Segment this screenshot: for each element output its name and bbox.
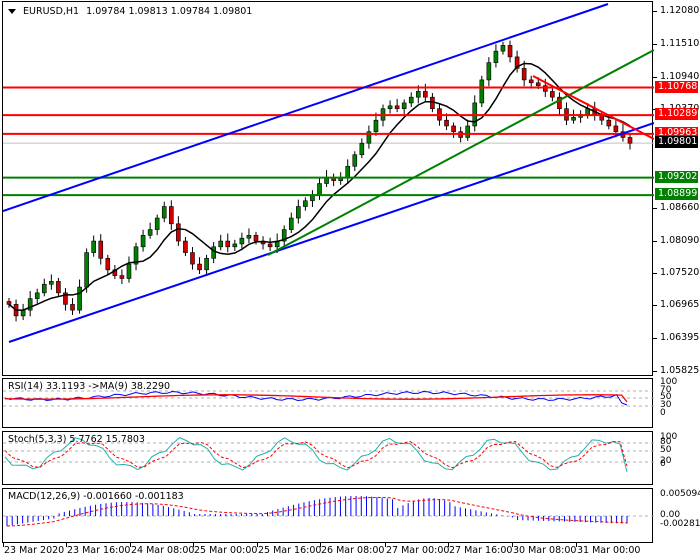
time-axis-label: 26 Mar 08:00 [321,545,385,556]
time-tick [193,543,194,547]
axis-label: -0.002813 [660,519,700,529]
price-tag: 1.09801 [655,136,698,149]
price-tag: 1.09963 [655,126,698,139]
time-axis-label: 25 Mar 00:00 [194,545,258,556]
time-axis-label: 24 Mar 08:00 [131,545,195,556]
time-axis-label: 23 Mar 2020 [4,545,65,556]
axis-label: 0 [660,459,666,469]
time-tick [448,543,449,547]
time-axis-label: 27 Mar 00:00 [386,545,450,556]
price-tick [653,11,657,12]
time-tick [66,543,67,547]
price-axis-label: 1.06395 [660,332,700,344]
price-tag: 1.10289 [655,108,698,121]
price-tag: 1.10768 [655,80,698,93]
price-tick [653,240,657,242]
price-chart-canvas [3,3,654,343]
time-tick [576,543,577,547]
rsi-canvas [3,390,654,407]
time-tick [130,543,131,547]
chart-header: EURUSD,H1 1.09784 1.09813 1.09784 1.0980… [8,6,252,17]
rsi-title: RSI(14) 33.1193 ->MA(9) 38.2290 [8,381,171,392]
ohlc-values: 1.09784 1.09813 1.09784 1.09801 [86,6,253,17]
time-axis-label: 31 Mar 00:00 [577,545,641,556]
price-tick [653,371,657,372]
time-axis-label: 30 Mar 08:00 [513,545,577,556]
price-axis-label: 1.10940 [660,70,700,82]
time-tick [320,543,321,547]
price-axis-label: 1.08660 [660,201,700,213]
time-axis-label: 27 Mar 16:00 [449,545,513,556]
symbol-label: EURUSD,H1 [23,6,80,17]
price-axis-label: 1.12080 [660,5,700,16]
axis-label: 50 [660,445,672,455]
price-tag: 1.08899 [655,188,698,201]
rsi-pane[interactable]: RSI(14) 33.1193 ->MA(9) 38.2290 [2,378,654,428]
triangle-down-icon[interactable] [8,9,16,14]
time-axis-label: 23 Mar 16:00 [67,545,131,556]
price-tag: 1.09202 [655,170,698,183]
price-axis-label: 1.07520 [660,267,700,279]
price-axis-label: 1.05825 [660,365,700,376]
axis-label: 100 [660,377,678,387]
price-chart-pane[interactable]: EURUSD,H1 1.09784 1.09813 1.09784 1.0980… [2,1,654,376]
axis-label: 30 [660,400,672,410]
price-axis-label: 1.08090 [660,234,700,246]
price-tick [653,338,657,340]
macd-title: MACD(12,26,9) -0.001660 -0.001183 [8,491,184,502]
price-tick [653,273,657,275]
axis-label: 100 [660,432,678,442]
axis-label: 50 [660,392,672,402]
price-axis-label: 1.11510 [660,37,700,49]
axis-label: 80 [660,437,672,447]
axis-label: 70 [660,385,672,395]
time-tick [512,543,513,547]
macd-canvas [3,496,654,527]
price-axis-label: 1.06965 [660,299,700,311]
axis-label: 20 [660,456,672,466]
stochastic-title: Stoch(5,3,3) 5.7762 15.7803 [8,434,145,445]
price-tick [653,76,657,78]
time-tick [385,543,386,547]
time-axis-label: 25 Mar 16:00 [258,545,322,556]
macd-pane[interactable]: MACD(12,26,9) -0.001660 -0.001183 [2,488,654,543]
axis-label: 0.00 [660,510,681,520]
time-tick [3,543,4,547]
axis-label: 0.005094 [660,489,700,499]
price-tick [653,305,657,307]
time-tick [257,543,258,547]
stochastic-pane[interactable]: Stoch(5,3,3) 5.7762 15.7803 [2,431,654,485]
stochastic-canvas [3,437,654,473]
price-tick [653,207,657,209]
axis-label: 0 [660,408,666,418]
price-tick [653,43,657,45]
